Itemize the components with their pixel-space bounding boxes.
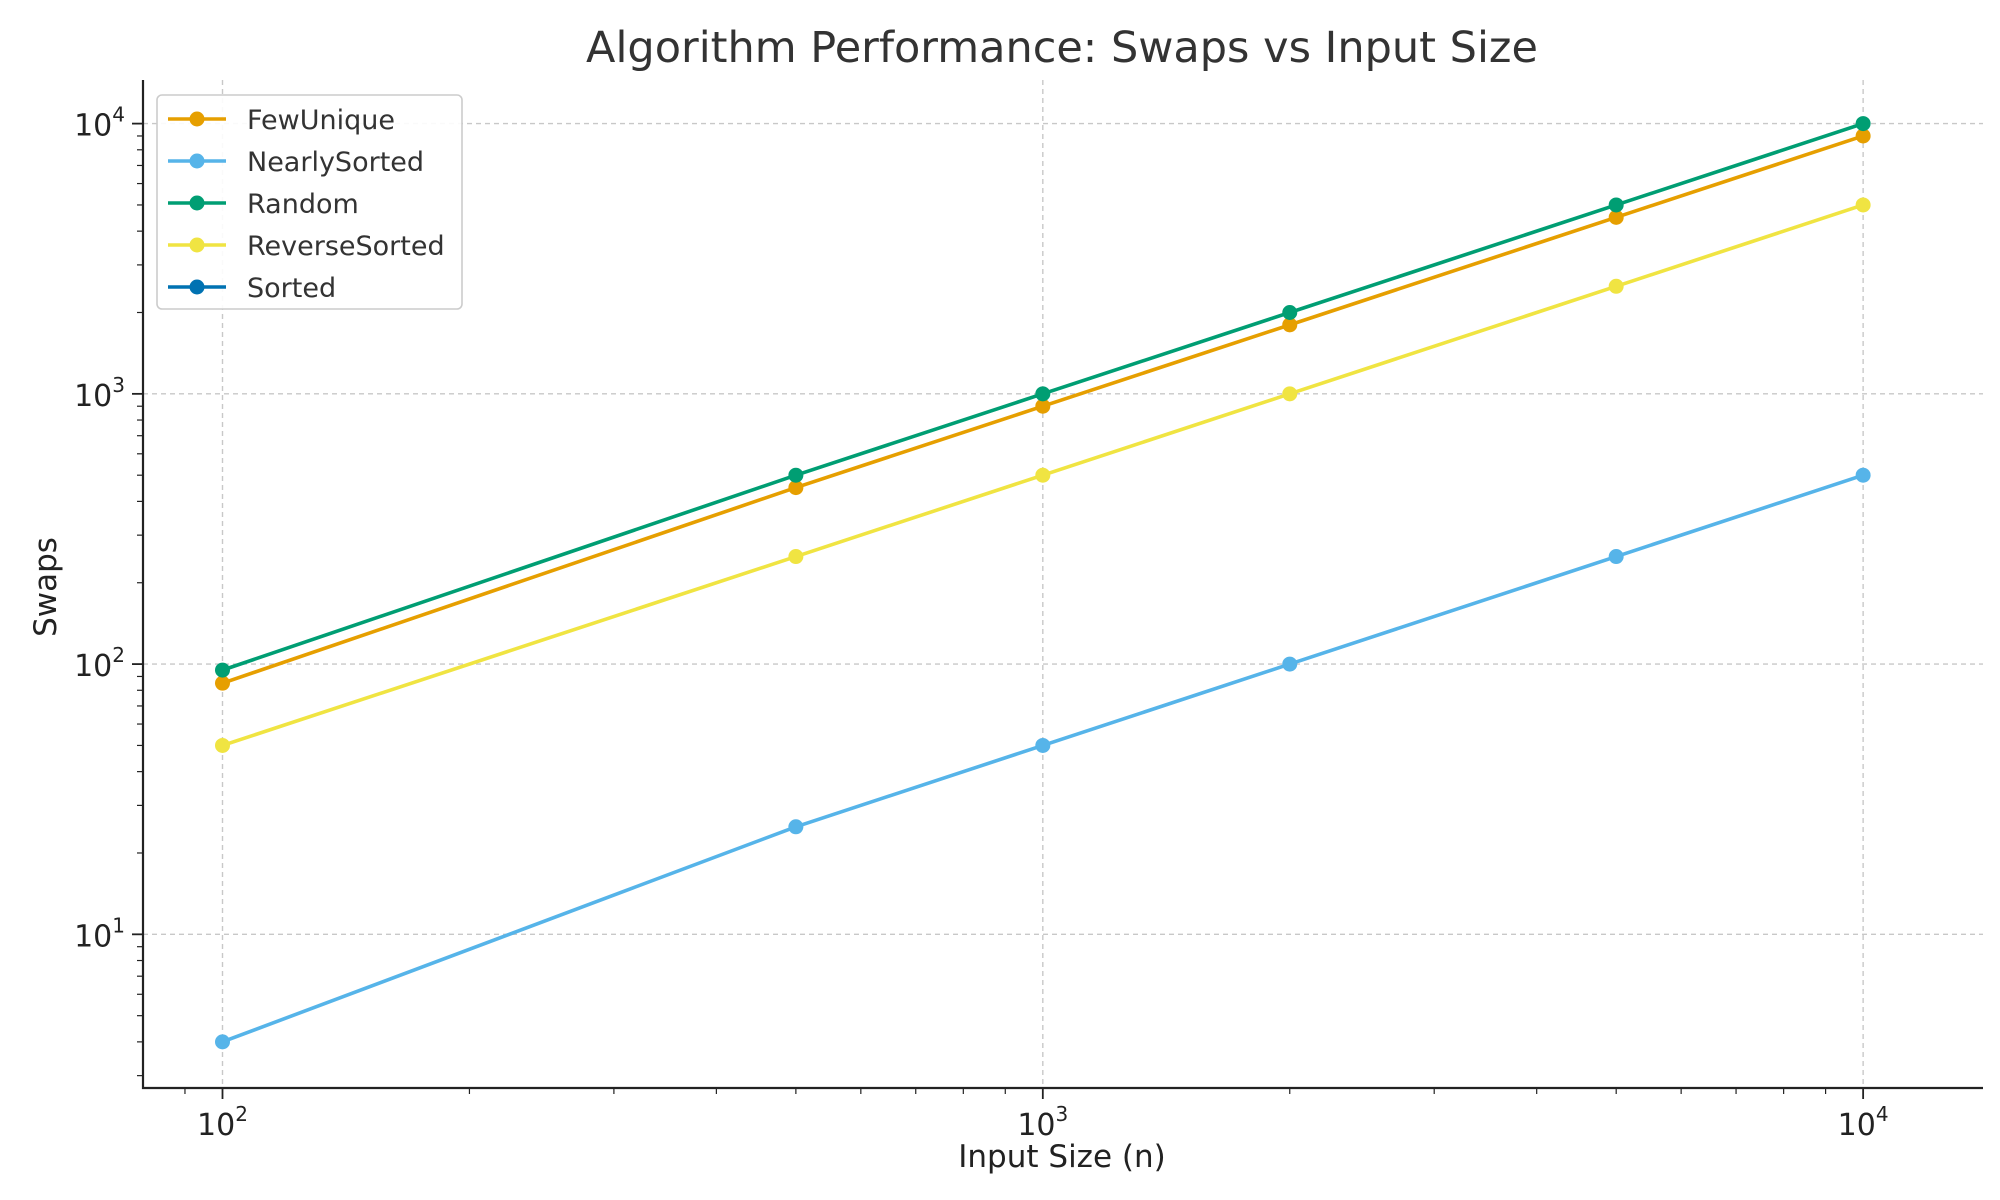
series-line (220, 473, 1865, 1044)
legend-swatch-marker (189, 153, 205, 169)
data-point (1608, 197, 1624, 213)
series-Random (214, 116, 1871, 678)
data-point (1035, 737, 1051, 753)
data-point (214, 662, 230, 678)
data-point (1855, 197, 1871, 213)
data-point (1608, 549, 1624, 565)
series-line (220, 203, 1865, 748)
series-FewUnique (214, 128, 1871, 691)
data-point (1855, 467, 1871, 483)
y-axis-label: Swaps (28, 537, 64, 637)
legend-label: Random (247, 189, 359, 220)
legend-item: Random (168, 189, 359, 220)
x-tick-label: 103 (1017, 1102, 1068, 1143)
data-point (1282, 317, 1298, 333)
legend-label: ReverseSorted (247, 231, 445, 262)
data-point (788, 467, 804, 483)
data-point (788, 819, 804, 835)
legend-item: Sorted (168, 273, 336, 304)
legend-swatch-marker (189, 279, 205, 295)
data-point (1855, 128, 1871, 144)
data-point (788, 480, 804, 496)
series-NearlySorted (214, 467, 1871, 1050)
legend-frame (156, 94, 463, 310)
legend-item: ReverseSorted (168, 231, 445, 262)
y-tick-label: 103 (74, 373, 125, 414)
axes-layer: 102 103 104 101 102 103 104 (74, 80, 1983, 1143)
data-point (1608, 209, 1624, 225)
legend-label: NearlySorted (247, 147, 424, 178)
axes-spine (141, 80, 1983, 1090)
series-ReverseSorted (214, 197, 1871, 753)
data-point (1282, 304, 1298, 320)
legend-swatch-marker (189, 237, 205, 253)
y-tick-label: 101 (74, 913, 125, 954)
x-axis-label: Input Size (n) (958, 1139, 1165, 1175)
legend: FewUnique NearlySorted Random ReverseSorted… (156, 94, 463, 310)
data-point (1855, 116, 1871, 132)
legend-item: NearlySorted (168, 147, 424, 178)
series-line (220, 134, 1865, 685)
data-point (788, 549, 804, 565)
x-tick-label: 104 (1838, 1102, 1889, 1143)
data-point (1035, 467, 1051, 483)
legend-swatch-marker (189, 195, 205, 211)
legend-label: Sorted (247, 273, 336, 304)
legend-item: FewUnique (168, 105, 395, 136)
data-point (1282, 656, 1298, 672)
series-layer (214, 116, 1871, 1050)
legend-label: FewUnique (247, 105, 395, 136)
legend-swatch-marker (189, 111, 205, 127)
data-point (214, 675, 230, 691)
x-tick-label: 102 (197, 1102, 248, 1143)
y-tick-label: 102 (74, 643, 125, 684)
chart-title: Algorithm Performance: Swaps vs Input Si… (586, 23, 1538, 73)
data-point (1282, 386, 1298, 402)
y-tick-label: 104 (74, 103, 125, 144)
data-point (1035, 398, 1051, 414)
data-point (1608, 278, 1624, 294)
series-line (220, 121, 1865, 672)
data-point (214, 1034, 230, 1050)
data-point (214, 737, 230, 753)
data-point (1035, 386, 1051, 402)
